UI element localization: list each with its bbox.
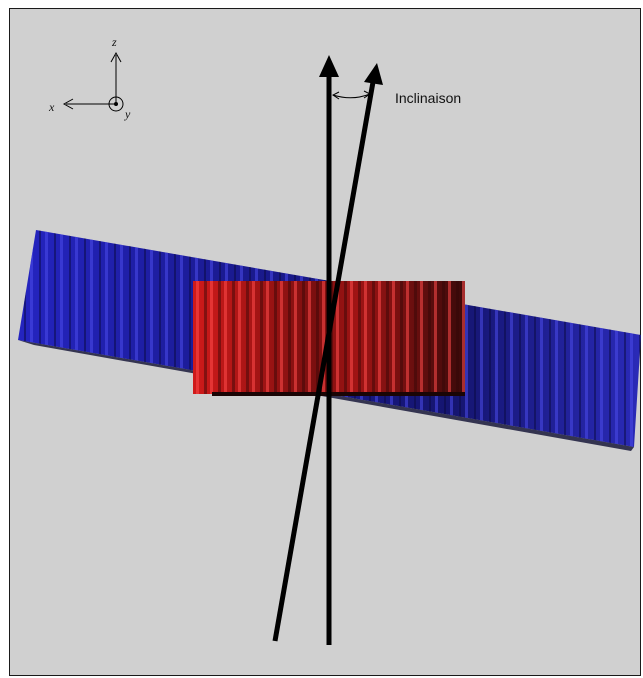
inclination-label: Inclinaison xyxy=(395,90,461,106)
coordinate-frame-icon xyxy=(62,51,124,112)
tilted-axis-arrow xyxy=(272,63,383,642)
y-axis-label: y xyxy=(124,107,131,121)
vertical-axis-arrow xyxy=(319,55,339,645)
z-axis-label: z xyxy=(111,35,117,49)
x-axis-label: x xyxy=(48,100,55,114)
inclination-angle-arc xyxy=(332,90,371,100)
